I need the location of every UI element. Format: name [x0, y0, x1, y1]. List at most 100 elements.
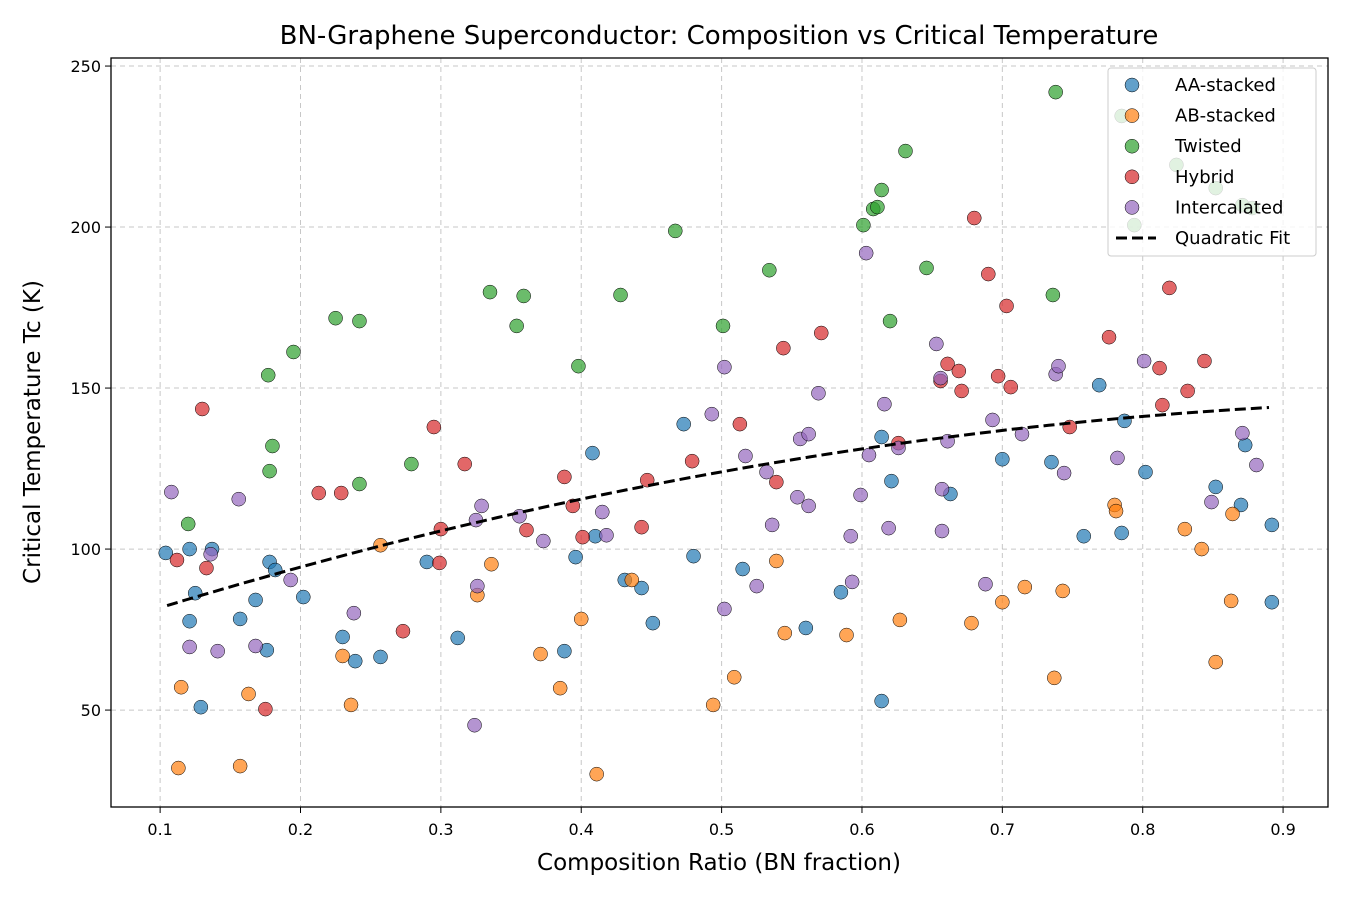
- data-point: [874, 182, 889, 198]
- chart-title: BN-Graphene Superconductor: Composition …: [280, 21, 1159, 51]
- data-point: [193, 699, 209, 715]
- legend-label: AA-stacked: [1175, 75, 1276, 96]
- data-point: [853, 487, 868, 503]
- data-point: [1051, 358, 1066, 374]
- data-point: [1138, 464, 1153, 480]
- data-point: [954, 383, 969, 399]
- data-point: [929, 336, 944, 352]
- data-point: [874, 693, 889, 709]
- data-point: [990, 368, 1006, 384]
- legend-label: Quadratic Fit: [1175, 228, 1290, 249]
- data-point: [182, 541, 197, 557]
- data-point: [839, 627, 854, 643]
- data-point: [1194, 541, 1209, 557]
- data-point: [1003, 379, 1019, 395]
- data-point: [705, 697, 721, 713]
- data-point: [645, 615, 661, 631]
- data-point: [769, 474, 784, 490]
- data-point: [762, 262, 777, 278]
- data-point: [210, 643, 225, 659]
- data-point: [749, 578, 764, 594]
- data-point: [798, 620, 814, 636]
- y-tick-label: 200: [70, 218, 101, 237]
- data-point: [352, 476, 367, 492]
- series-aa-stacked: [158, 377, 1280, 715]
- data-point: [248, 638, 263, 654]
- data-point: [856, 217, 871, 233]
- data-point: [919, 260, 934, 276]
- data-point: [328, 310, 343, 326]
- data-point: [1048, 84, 1063, 100]
- data-point: [484, 556, 499, 572]
- data-point: [585, 445, 600, 461]
- x-tick-label: 0.5: [709, 820, 734, 839]
- data-point: [203, 546, 218, 562]
- legend-marker: [1124, 138, 1140, 154]
- data-point: [1155, 397, 1170, 413]
- data-point: [482, 284, 498, 300]
- data-point: [599, 527, 614, 543]
- data-point: [536, 533, 551, 549]
- data-point: [934, 523, 950, 539]
- data-point: [248, 592, 263, 608]
- y-axis-label: Critical Temperature Tc (K): [20, 280, 46, 584]
- data-point: [231, 491, 246, 507]
- x-tick-label: 0.2: [288, 820, 313, 839]
- data-point: [557, 643, 572, 659]
- data-point: [877, 396, 892, 412]
- data-point: [1177, 521, 1193, 537]
- quadratic-fit-line: [166, 406, 1270, 608]
- data-point: [843, 528, 858, 544]
- data-point: [286, 344, 301, 360]
- data-point: [858, 245, 874, 261]
- data-point: [568, 549, 583, 565]
- data-point: [967, 210, 982, 226]
- data-point: [173, 679, 189, 695]
- data-point: [814, 325, 829, 341]
- data-point: [232, 758, 248, 774]
- data-point: [1197, 353, 1212, 369]
- data-point: [1225, 506, 1240, 522]
- data-point: [769, 553, 784, 569]
- data-point: [738, 448, 753, 464]
- data-point: [474, 498, 489, 514]
- data-points: [158, 84, 1280, 782]
- data-point: [715, 318, 731, 334]
- data-point: [978, 576, 993, 592]
- data-point: [1264, 517, 1280, 533]
- data-point: [260, 367, 276, 383]
- data-point: [571, 358, 586, 374]
- data-point: [668, 223, 683, 239]
- data-point: [1047, 670, 1062, 686]
- legend: AA-stacked AB-stacked Twisted Hybrid Interca…: [1107, 67, 1317, 257]
- data-point: [343, 697, 359, 713]
- data-point: [1223, 593, 1239, 609]
- legend-label: AB-stacked: [1175, 106, 1276, 127]
- data-point: [717, 601, 732, 617]
- data-point: [898, 143, 913, 159]
- data-point: [199, 560, 214, 576]
- data-point: [884, 473, 899, 489]
- legend-marker: [1124, 77, 1140, 93]
- data-point: [995, 594, 1010, 610]
- data-point: [575, 529, 590, 545]
- data-point: [676, 416, 691, 432]
- data-point: [419, 554, 435, 570]
- data-point: [404, 456, 419, 472]
- data-point: [759, 464, 774, 480]
- data-point: [171, 760, 186, 776]
- data-point: [704, 406, 720, 422]
- data-point: [726, 669, 742, 685]
- data-point: [934, 481, 950, 497]
- data-point: [634, 580, 649, 596]
- fit-line-group: [166, 406, 1270, 608]
- x-tick-label: 0.7: [990, 820, 1015, 839]
- data-point: [933, 370, 948, 386]
- data-point: [565, 498, 581, 514]
- data-point: [717, 359, 732, 375]
- data-point: [882, 313, 898, 329]
- data-point: [892, 612, 908, 628]
- x-tick-label: 0.3: [428, 820, 453, 839]
- data-point: [735, 561, 750, 577]
